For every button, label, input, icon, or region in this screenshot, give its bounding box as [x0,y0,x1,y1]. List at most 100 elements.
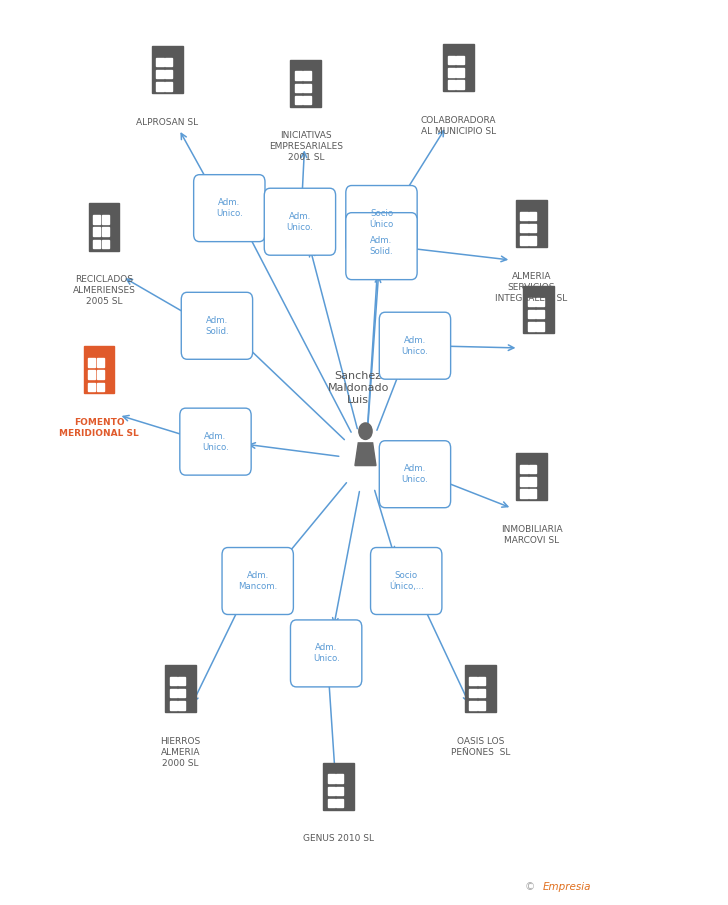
FancyBboxPatch shape [222,548,293,614]
Bar [336,786,344,795]
Bar [528,298,535,306]
Polygon shape [355,443,376,465]
Bar [157,82,164,91]
Bar [521,236,528,244]
Bar [470,677,477,685]
Text: ©: © [524,882,534,892]
Text: Adm.
Unico.: Adm. Unico. [216,198,242,218]
Bar [295,83,302,92]
Text: ALMERIA
SERVICIOS
INTEGRALES  SL: ALMERIA SERVICIOS INTEGRALES SL [495,272,568,302]
Bar [521,465,528,473]
Bar [304,71,311,80]
Bar [537,310,544,319]
Text: FOMENTO
MERIDIONAL SL: FOMENTO MERIDIONAL SL [59,418,139,438]
Bar [88,383,95,391]
FancyBboxPatch shape [194,175,265,242]
Bar [102,227,109,236]
Bar [537,298,544,306]
Bar [448,68,455,77]
Bar [178,677,186,685]
Bar [537,322,544,330]
Bar [304,96,311,104]
Bar [456,68,464,77]
Bar [328,799,335,807]
Bar [88,358,95,367]
Bar [93,240,100,248]
Bar [170,689,177,698]
Text: Socio
Único,...: Socio Único,... [389,571,424,591]
FancyBboxPatch shape [264,188,336,255]
Bar [170,677,177,685]
Bar [470,689,477,698]
FancyBboxPatch shape [371,548,442,614]
Text: Adm.
Solid.: Adm. Solid. [370,236,393,256]
Bar [448,56,455,64]
Text: Adm.
Unico.: Adm. Unico. [202,432,229,452]
Bar [529,236,537,244]
Bar [93,227,100,236]
Text: Adm.
Solid.: Adm. Solid. [205,316,229,336]
Text: Adm.
Unico.: Adm. Unico. [402,464,428,484]
Bar [328,775,335,783]
Bar [84,347,114,394]
Bar [470,701,477,710]
Text: Adm.
Unico.: Adm. Unico. [402,336,428,356]
Bar [448,81,455,89]
Bar [157,58,164,66]
Bar [178,689,186,698]
Bar [93,215,100,224]
FancyBboxPatch shape [346,213,417,280]
FancyBboxPatch shape [180,408,251,475]
Bar [456,56,464,64]
Bar [102,215,109,224]
Bar [88,370,95,379]
Bar [529,490,537,498]
Bar [528,322,535,330]
Text: HIERROS
ALMERIA
2000 SL: HIERROS ALMERIA 2000 SL [160,737,201,767]
Bar [170,701,177,710]
Bar [165,665,196,712]
Bar [516,200,547,247]
Bar [478,689,486,698]
Text: INICIATIVAS
EMPRESARIALES
2001 SL: INICIATIVAS EMPRESARIALES 2001 SL [269,131,343,162]
Bar [304,83,311,92]
Bar [323,763,354,810]
Bar [529,224,537,233]
FancyBboxPatch shape [379,312,451,379]
Bar [157,70,164,79]
Text: GENUS 2010 SL: GENUS 2010 SL [303,834,374,843]
Bar [456,81,464,89]
Bar [89,204,119,251]
Bar [290,60,321,107]
Bar [295,96,302,104]
Bar [465,665,496,712]
Bar [97,383,104,391]
Bar [152,46,183,93]
Text: Adm.
Unico.: Adm. Unico. [313,643,339,663]
Bar [529,465,537,473]
Text: COLABORADORA
AL MUNICIPIO SL: COLABORADORA AL MUNICIPIO SL [421,116,496,136]
Bar [521,477,528,486]
Bar [478,677,486,685]
FancyBboxPatch shape [181,292,253,359]
Bar [443,44,474,91]
Bar [521,490,528,498]
Bar [295,71,302,80]
FancyBboxPatch shape [290,620,362,687]
Bar [528,310,535,319]
Bar [97,358,104,367]
Bar [328,786,335,795]
Bar [97,370,104,379]
Text: ALPROSAN SL: ALPROSAN SL [136,118,199,127]
Bar [521,224,528,233]
FancyBboxPatch shape [346,186,417,252]
Bar [178,701,186,710]
Bar [478,701,486,710]
Bar [529,212,537,220]
Bar [516,453,547,500]
Circle shape [359,423,372,440]
Text: Adm.
Mancom.: Adm. Mancom. [238,571,277,591]
FancyBboxPatch shape [379,441,451,508]
Text: OASIS LOS
PEÑONES  SL: OASIS LOS PEÑONES SL [451,737,510,757]
Bar [336,775,344,783]
